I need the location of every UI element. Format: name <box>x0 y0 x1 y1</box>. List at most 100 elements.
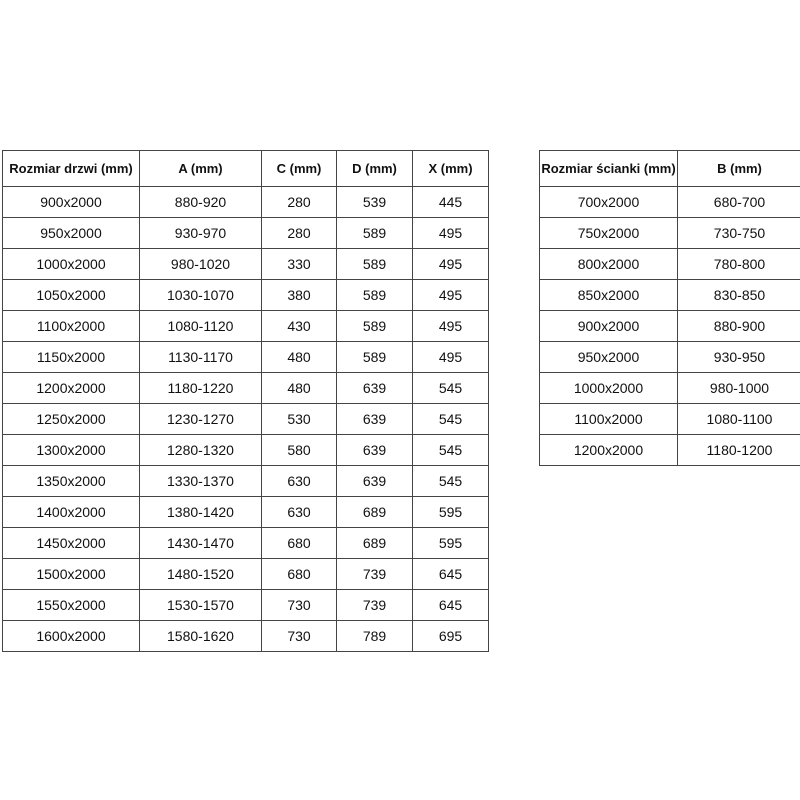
table-row: 1400x2000 1380-1420 630 689 595 <box>2 496 489 528</box>
table-cell: 1130-1170 <box>139 341 262 373</box>
table-cell: 430 <box>261 310 337 342</box>
table-cell: 680-700 <box>677 186 800 218</box>
table-cell: 380 <box>261 279 337 311</box>
column-header: B (mm) <box>677 150 800 187</box>
table-row: 1600x2000 1580-1620 730 789 695 <box>2 620 489 652</box>
table-row: 900x2000 880-920 280 539 445 <box>2 186 489 218</box>
table-cell: 545 <box>412 434 489 466</box>
table-cell: 800x2000 <box>539 248 678 280</box>
table-cell: 1180-1220 <box>139 372 262 404</box>
table-row: 1050x2000 1030-1070 380 589 495 <box>2 279 489 311</box>
table-cell: 545 <box>412 372 489 404</box>
table-cell: 1530-1570 <box>139 589 262 621</box>
table-cell: 930-950 <box>677 341 800 373</box>
table-cell: 830-850 <box>677 279 800 311</box>
table-cell: 639 <box>336 403 413 435</box>
table-row: 700x2000 680-700 <box>539 186 800 218</box>
table-cell: 539 <box>336 186 413 218</box>
table-cell: 880-920 <box>139 186 262 218</box>
table-cell: 480 <box>261 341 337 373</box>
table-cell: 1150x2000 <box>2 341 140 373</box>
table-cell: 900x2000 <box>539 310 678 342</box>
table-cell: 980-1000 <box>677 372 800 404</box>
table-cell: 1500x2000 <box>2 558 140 590</box>
table-cell: 1380-1420 <box>139 496 262 528</box>
table-cell: 639 <box>336 434 413 466</box>
table-row: 1100x2000 1080-1120 430 589 495 <box>2 310 489 342</box>
table-cell: 280 <box>261 217 337 249</box>
table-cell: 580 <box>261 434 337 466</box>
table-cell: 645 <box>412 589 489 621</box>
table-cell: 1280-1320 <box>139 434 262 466</box>
wall-size-table: Rozmiar ścianki (mm) B (mm) 700x2000 680-7… <box>539 150 800 466</box>
table-cell: 1250x2000 <box>2 403 140 435</box>
table-cell: 495 <box>412 279 489 311</box>
table-cell: 880-900 <box>677 310 800 342</box>
table-row: 950x2000 930-970 280 589 495 <box>2 217 489 249</box>
table-row: 1500x2000 1480-1520 680 739 645 <box>2 558 489 590</box>
table-row: 850x2000 830-850 <box>539 279 800 311</box>
table-cell: 700x2000 <box>539 186 678 218</box>
table-cell: 1030-1070 <box>139 279 262 311</box>
table-cell: 1100x2000 <box>2 310 140 342</box>
table-cell: 630 <box>261 465 337 497</box>
table-cell: 739 <box>336 589 413 621</box>
table-cell: 1480-1520 <box>139 558 262 590</box>
table-cell: 595 <box>412 527 489 559</box>
table-cell: 689 <box>336 527 413 559</box>
table-cell: 495 <box>412 217 489 249</box>
table-cell: 630 <box>261 496 337 528</box>
table-cell: 645 <box>412 558 489 590</box>
table-cell: 445 <box>412 186 489 218</box>
table-cell: 589 <box>336 341 413 373</box>
door-size-table: Rozmiar drzwi (mm) A (mm) C (mm) D (mm) X (m… <box>2 150 489 652</box>
table-cell: 1430-1470 <box>139 527 262 559</box>
table-cell: 1580-1620 <box>139 620 262 652</box>
table-cell: 480 <box>261 372 337 404</box>
table-cell: 1600x2000 <box>2 620 140 652</box>
table-cell: 850x2000 <box>539 279 678 311</box>
table-cell: 1300x2000 <box>2 434 140 466</box>
table-row: 1200x2000 1180-1220 480 639 545 <box>2 372 489 404</box>
table-cell: 950x2000 <box>539 341 678 373</box>
table-cell: 689 <box>336 496 413 528</box>
table-row: 1250x2000 1230-1270 530 639 545 <box>2 403 489 435</box>
table-cell: 589 <box>336 217 413 249</box>
column-header: C (mm) <box>261 150 337 187</box>
table-cell: 680 <box>261 558 337 590</box>
table-cell: 639 <box>336 372 413 404</box>
table-cell: 780-800 <box>677 248 800 280</box>
table-row: 900x2000 880-900 <box>539 310 800 342</box>
table-cell: 1200x2000 <box>2 372 140 404</box>
table-cell: 1550x2000 <box>2 589 140 621</box>
table-cell: 589 <box>336 279 413 311</box>
table-cell: 1080-1100 <box>677 403 800 435</box>
table-cell: 730 <box>261 620 337 652</box>
table-cell: 1080-1120 <box>139 310 262 342</box>
table-cell: 1000x2000 <box>539 372 678 404</box>
table-cell: 495 <box>412 248 489 280</box>
table-row: 1000x2000 980-1020 330 589 495 <box>2 248 489 280</box>
column-header: D (mm) <box>336 150 413 187</box>
table-cell: 530 <box>261 403 337 435</box>
table-cell: 695 <box>412 620 489 652</box>
table-cell: 1400x2000 <box>2 496 140 528</box>
table-cell: 545 <box>412 465 489 497</box>
column-header: A (mm) <box>139 150 262 187</box>
table-row: 1000x2000 980-1000 <box>539 372 800 404</box>
table-cell: 750x2000 <box>539 217 678 249</box>
table-header-row: Rozmiar ścianki (mm) B (mm) <box>539 150 800 187</box>
table-row: 1450x2000 1430-1470 680 689 595 <box>2 527 489 559</box>
table-cell: 1330-1370 <box>139 465 262 497</box>
table-cell: 330 <box>261 248 337 280</box>
table-cell: 739 <box>336 558 413 590</box>
table-cell: 280 <box>261 186 337 218</box>
table-cell: 589 <box>336 248 413 280</box>
table-row: 1300x2000 1280-1320 580 639 545 <box>2 434 489 466</box>
table-row: 1150x2000 1130-1170 480 589 495 <box>2 341 489 373</box>
table-cell: 595 <box>412 496 489 528</box>
table-cell: 1350x2000 <box>2 465 140 497</box>
table-cell: 789 <box>336 620 413 652</box>
table-row: 800x2000 780-800 <box>539 248 800 280</box>
table-cell: 1200x2000 <box>539 434 678 466</box>
